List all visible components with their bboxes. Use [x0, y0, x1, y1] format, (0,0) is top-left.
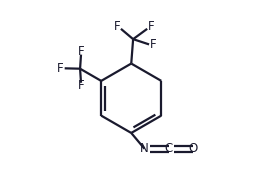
Text: C: C [164, 142, 172, 155]
Text: O: O [187, 142, 196, 155]
Text: F: F [78, 45, 84, 58]
Text: F: F [57, 62, 64, 75]
Text: N: N [140, 142, 148, 155]
Text: F: F [114, 20, 120, 33]
Text: F: F [147, 20, 154, 33]
Text: F: F [149, 38, 156, 51]
Text: F: F [78, 79, 84, 92]
